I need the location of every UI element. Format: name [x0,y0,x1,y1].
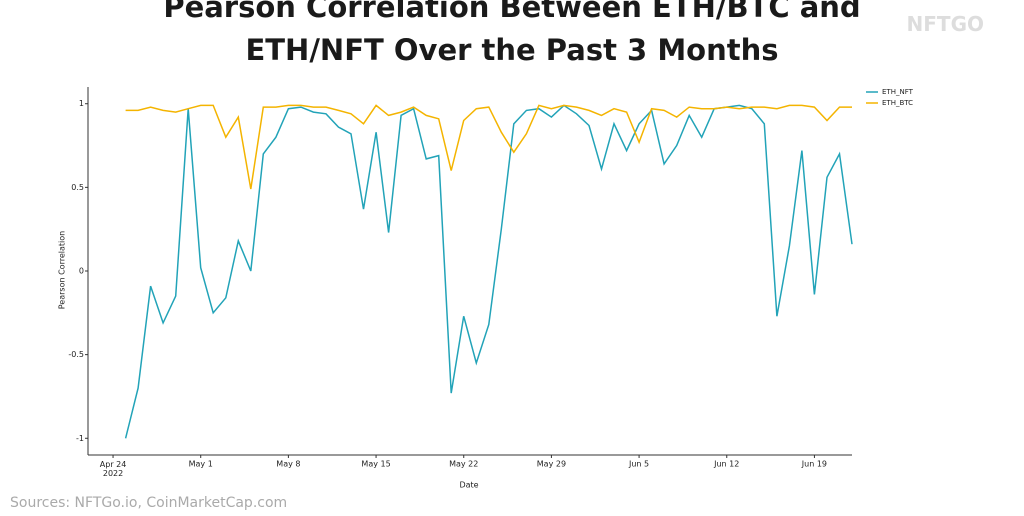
watermark: NFTGO [906,12,984,36]
y-axis-label: Pearson Correlation [58,231,67,309]
x-tick-label: May 15 [361,460,390,469]
legend-label: ETH_NFT [882,88,914,96]
x-tick-label: May 22 [449,460,478,469]
source-note: Sources: NFTGo.io, CoinMarketCap.com [10,495,288,511]
x-tick-label: Jun 19 [801,460,827,469]
x-tick-label: Jun 12 [713,460,739,469]
x-axis-label: Date [459,481,478,490]
x-tick-label: May 8 [276,460,300,469]
y-tick-label: 1 [79,99,84,108]
x-tick-label: Jun 5 [628,460,649,469]
x-tick-label: Apr 24 2022 [100,460,127,478]
y-tick-label: -0.5 [68,350,84,359]
x-tick-label: May 29 [537,460,566,469]
chart-title: Pearson Correlation Between ETH/BTC and … [163,0,861,67]
legend-label: ETH_BTC [882,99,913,107]
x-tick-label: May 1 [189,460,213,469]
y-tick-label: 0 [79,267,84,276]
line-series [125,104,852,190]
y-tick-label: -1 [76,434,84,443]
line-series [124,104,853,439]
y-tick-label: 0.5 [71,183,84,192]
